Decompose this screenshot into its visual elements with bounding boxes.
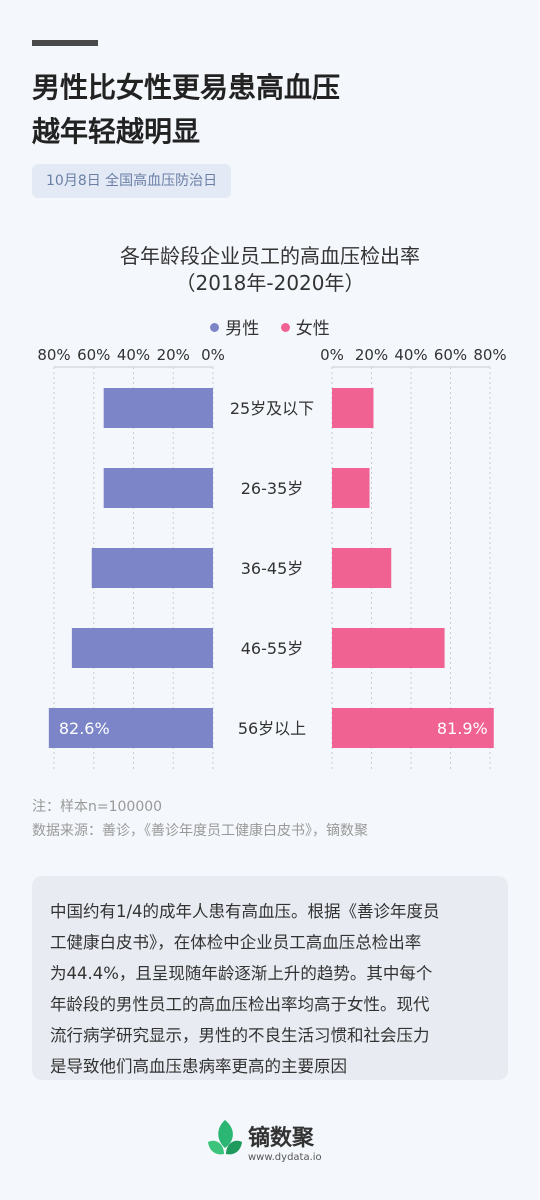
description-line: 是导致他们高血压患病率更高的主要原因 (50, 1057, 347, 1076)
chart-title: 各年龄段企业员工的高血压检出率 (120, 244, 420, 268)
tick-label-right: 60% (434, 346, 467, 364)
tick-label-left: 60% (77, 346, 110, 364)
description-line: 工健康白皮书》，在体检中企业员工高血压总检出率 (50, 933, 422, 952)
leaf-logo-icon (208, 1120, 242, 1155)
legend-item-male: 男性 (210, 314, 259, 339)
category-label: 25岁及以下 (230, 399, 314, 418)
source-note: 数据来源：善诊，《善诊年度员工健康白皮书》，镝数聚 (32, 823, 368, 839)
data-label-female: 81.9% (437, 719, 488, 738)
tick-label-left: 20% (157, 346, 190, 364)
legend-item-female: 女性 (280, 314, 330, 339)
legend-label-female: 女性 (295, 319, 330, 339)
bar-male (48, 708, 213, 748)
title-accent-bar (32, 40, 98, 46)
brand-url: www.dydata.io (248, 1152, 322, 1163)
page-title-line2: 越年轻越明显 (32, 115, 201, 148)
category-label: 36-45岁 (241, 559, 304, 578)
tick-label-left: 80% (37, 346, 70, 364)
description-line: 中国约有1/4的成年人患有高血压。根据《善诊年度员 (50, 902, 440, 921)
category-label: 56岁以上 (238, 719, 306, 738)
bar-female (332, 468, 370, 508)
tick-label-right: 80% (473, 346, 506, 364)
page-title: 男性比女性更易患高血压 越年轻越明显 (32, 66, 340, 154)
sample-note: 注：样本n=100000 (32, 799, 163, 815)
description-line: 为44.4%，且呈现随年龄逐渐上升的趋势。其中每个 (50, 964, 433, 983)
description-line: 年龄段的男性员工的高血压检出率均高于女性。现代 (50, 995, 430, 1014)
legend-dot-female (280, 322, 290, 332)
tick-label-right: 40% (394, 346, 427, 364)
data-label-male: 82.6% (59, 719, 110, 738)
bar-female (332, 548, 392, 588)
legend-label-male: 男性 (225, 319, 260, 339)
bar-male (103, 468, 213, 508)
brand-footer: 镝数聚 www.dydata.io (206, 1118, 322, 1166)
tick-label-right: 20% (355, 346, 388, 364)
brand-name: 镝数聚 (248, 1126, 315, 1151)
description-box: 中国约有1/4的成年人患有高血压。根据《善诊年度员 工健康白皮书》，在体检中企业… (32, 876, 508, 1080)
page-title-line1: 男性比女性更易患高血压 (32, 71, 341, 104)
bar-male (91, 548, 213, 588)
bar-female (332, 628, 445, 668)
category-label: 26-35岁 (241, 479, 304, 498)
description-line: 流行病学研究显示，男性的不良生活习惯和社会压力 (50, 1026, 430, 1045)
bar-female (332, 708, 494, 748)
tick-label-left: 0% (201, 346, 225, 364)
chart-subtitle: （2018年-2020年） (175, 271, 365, 295)
chart-legend: 男性 女性 (0, 314, 540, 339)
date-tag: 10月8日 全国高血压防治日 (32, 164, 232, 198)
category-label: 46-55岁 (241, 639, 304, 658)
butterfly-bar-chart: 80% 60% 40% 20% 0% 0% 20% 40% 60% 80% 25岁及以下 26-35岁… (37, 346, 507, 772)
legend-dot-male (210, 322, 220, 332)
tick-label-right: 0% (320, 346, 344, 364)
tick-label-left: 40% (117, 346, 150, 364)
bar-female (332, 388, 374, 428)
bar-male (103, 388, 213, 428)
bar-male (71, 628, 213, 668)
